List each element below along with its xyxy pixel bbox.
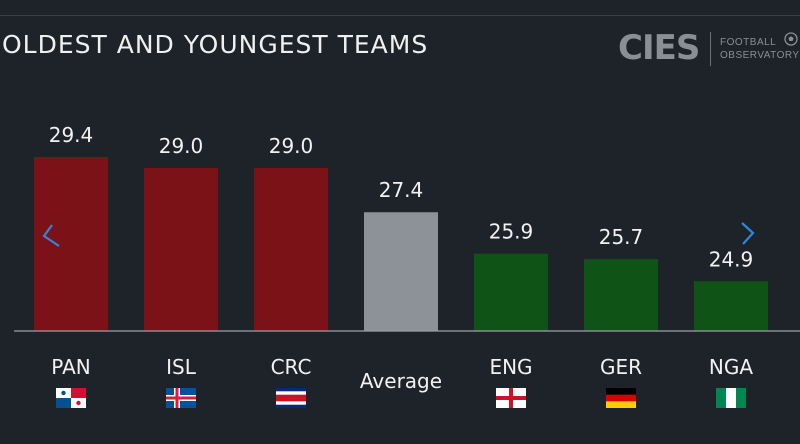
category-label-isl: ISL [166,355,197,379]
flag-iceland-icon [166,388,196,408]
logo-line-2: OBSERVATORY [720,50,800,61]
value-label-nga: 24.9 [709,247,754,271]
value-label-crc: 29.0 [269,134,314,158]
category-label-eng: ENG [489,355,532,379]
category-label-ger: GER [600,355,642,379]
flag-panama-icon [56,388,86,408]
top-divider [0,15,800,16]
chart-title: OLDEST AND YOUNGEST TEAMS [2,30,429,59]
football-icon [784,32,798,46]
logo-text: FOOTBALL OBSERVATORY [720,36,800,62]
category-label-average: Average [360,369,442,393]
bar-pan [34,157,108,331]
bar-crc [254,168,328,331]
cies-logo: CIES FOOTBALL OBSERVATORY [618,22,800,74]
chevron-right-icon[interactable] [736,218,758,248]
value-label-isl: 29.0 [159,134,204,158]
category-label-nga: NGA [709,355,753,379]
bar-average [364,212,438,331]
value-label-pan: 29.4 [49,123,94,147]
logo-divider [710,32,711,66]
bar-ger [584,259,658,331]
logo-mark: CIES [618,28,700,68]
flag-germany-icon [606,388,636,408]
value-label-eng: 25.9 [489,220,534,244]
value-label-ger: 25.7 [599,225,644,249]
logo-line-1: FOOTBALL [720,37,777,48]
flag-costa-rica-icon [276,388,306,408]
flag-nigeria-icon [716,388,746,408]
category-label-crc: CRC [271,355,312,379]
bar-nga [694,281,768,331]
bar-isl [144,168,218,331]
category-label-pan: PAN [51,355,90,379]
bar-eng [474,253,548,331]
value-label-average: 27.4 [379,178,424,202]
chevron-left-icon[interactable] [40,220,62,250]
flag-england-icon [496,388,526,408]
